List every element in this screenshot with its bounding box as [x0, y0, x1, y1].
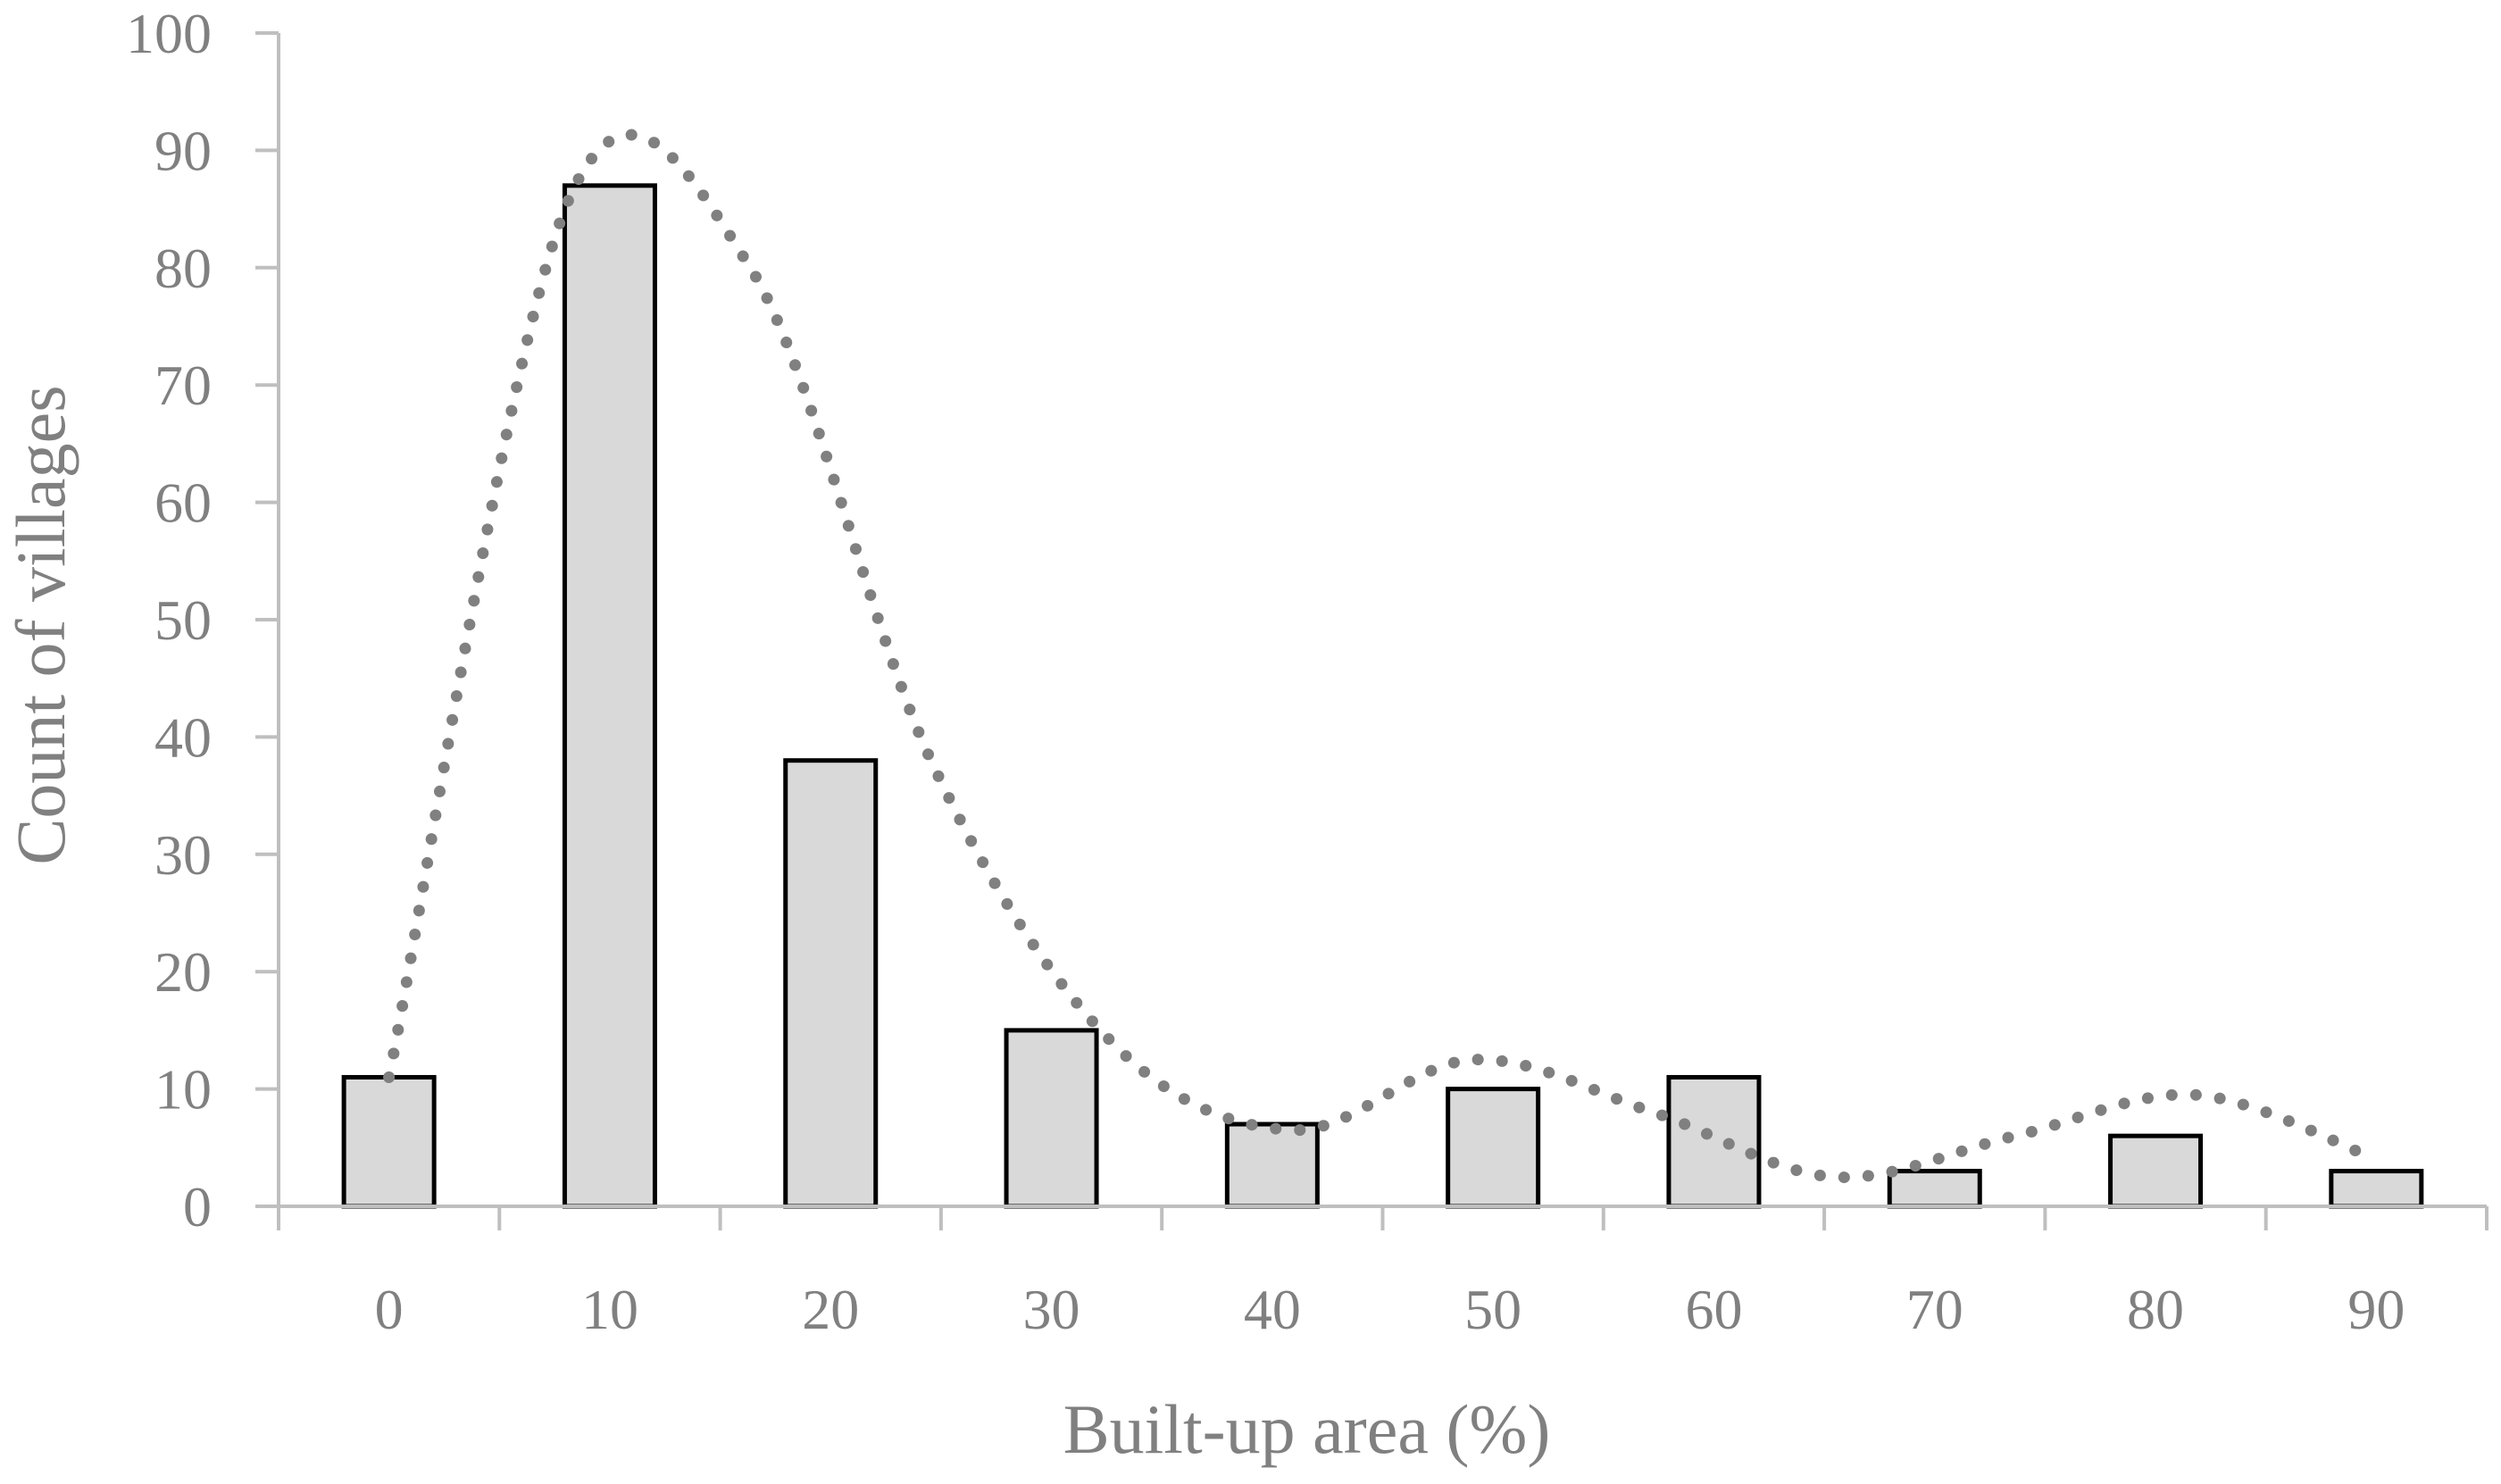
bar-80 [2108, 1133, 2204, 1209]
trendline [383, 129, 2382, 1184]
y-tick-label: 80 [154, 237, 212, 300]
bar-50 [1446, 1087, 1541, 1209]
x-axis-ticks [277, 1206, 2488, 1230]
x-tick-label: 80 [2127, 1278, 2184, 1341]
bar-10 [562, 183, 657, 1209]
x-tick-label: 20 [802, 1278, 859, 1341]
bar-0 [341, 1074, 437, 1209]
y-tick-label: 60 [154, 471, 212, 535]
y-tick-label: 100 [126, 2, 212, 65]
y-tick-label: 90 [154, 119, 212, 182]
x-axis-tick-labels: 0 10 20 30 40 50 60 70 80 90 [375, 1278, 2405, 1341]
bar-20 [783, 758, 879, 1209]
x-tick-label: 50 [1464, 1278, 1521, 1341]
y-tick-label: 0 [183, 1175, 212, 1238]
x-tick-label: 90 [2347, 1278, 2405, 1341]
y-tick-label: 20 [154, 940, 212, 1004]
bar-30 [1004, 1028, 1099, 1209]
bars [341, 183, 2424, 1209]
y-axis-tick-labels: 0 10 20 30 40 50 60 70 80 90 100 [126, 2, 212, 1238]
y-axis-ticks [255, 31, 279, 1208]
bar-90 [2329, 1169, 2424, 1209]
x-tick-label: 10 [581, 1278, 638, 1341]
x-tick-label: 40 [1244, 1278, 1301, 1341]
y-tick-label: 10 [154, 1058, 212, 1121]
y-tick-label: 50 [154, 588, 212, 652]
x-tick-label: 30 [1023, 1278, 1080, 1341]
y-tick-label: 70 [154, 354, 212, 417]
x-axis-title: Built-up area (%) [1063, 1390, 1551, 1468]
y-tick-label: 30 [154, 823, 212, 887]
bar-40 [1224, 1121, 1320, 1209]
y-axis-title: Count of villages [2, 385, 79, 864]
x-tick-label: 0 [375, 1278, 404, 1341]
bar-60 [1666, 1074, 1762, 1209]
bar-70 [1887, 1169, 1982, 1209]
y-tick-label: 40 [154, 705, 212, 769]
x-tick-label: 70 [1906, 1278, 1963, 1341]
x-tick-label: 60 [1685, 1278, 1742, 1341]
